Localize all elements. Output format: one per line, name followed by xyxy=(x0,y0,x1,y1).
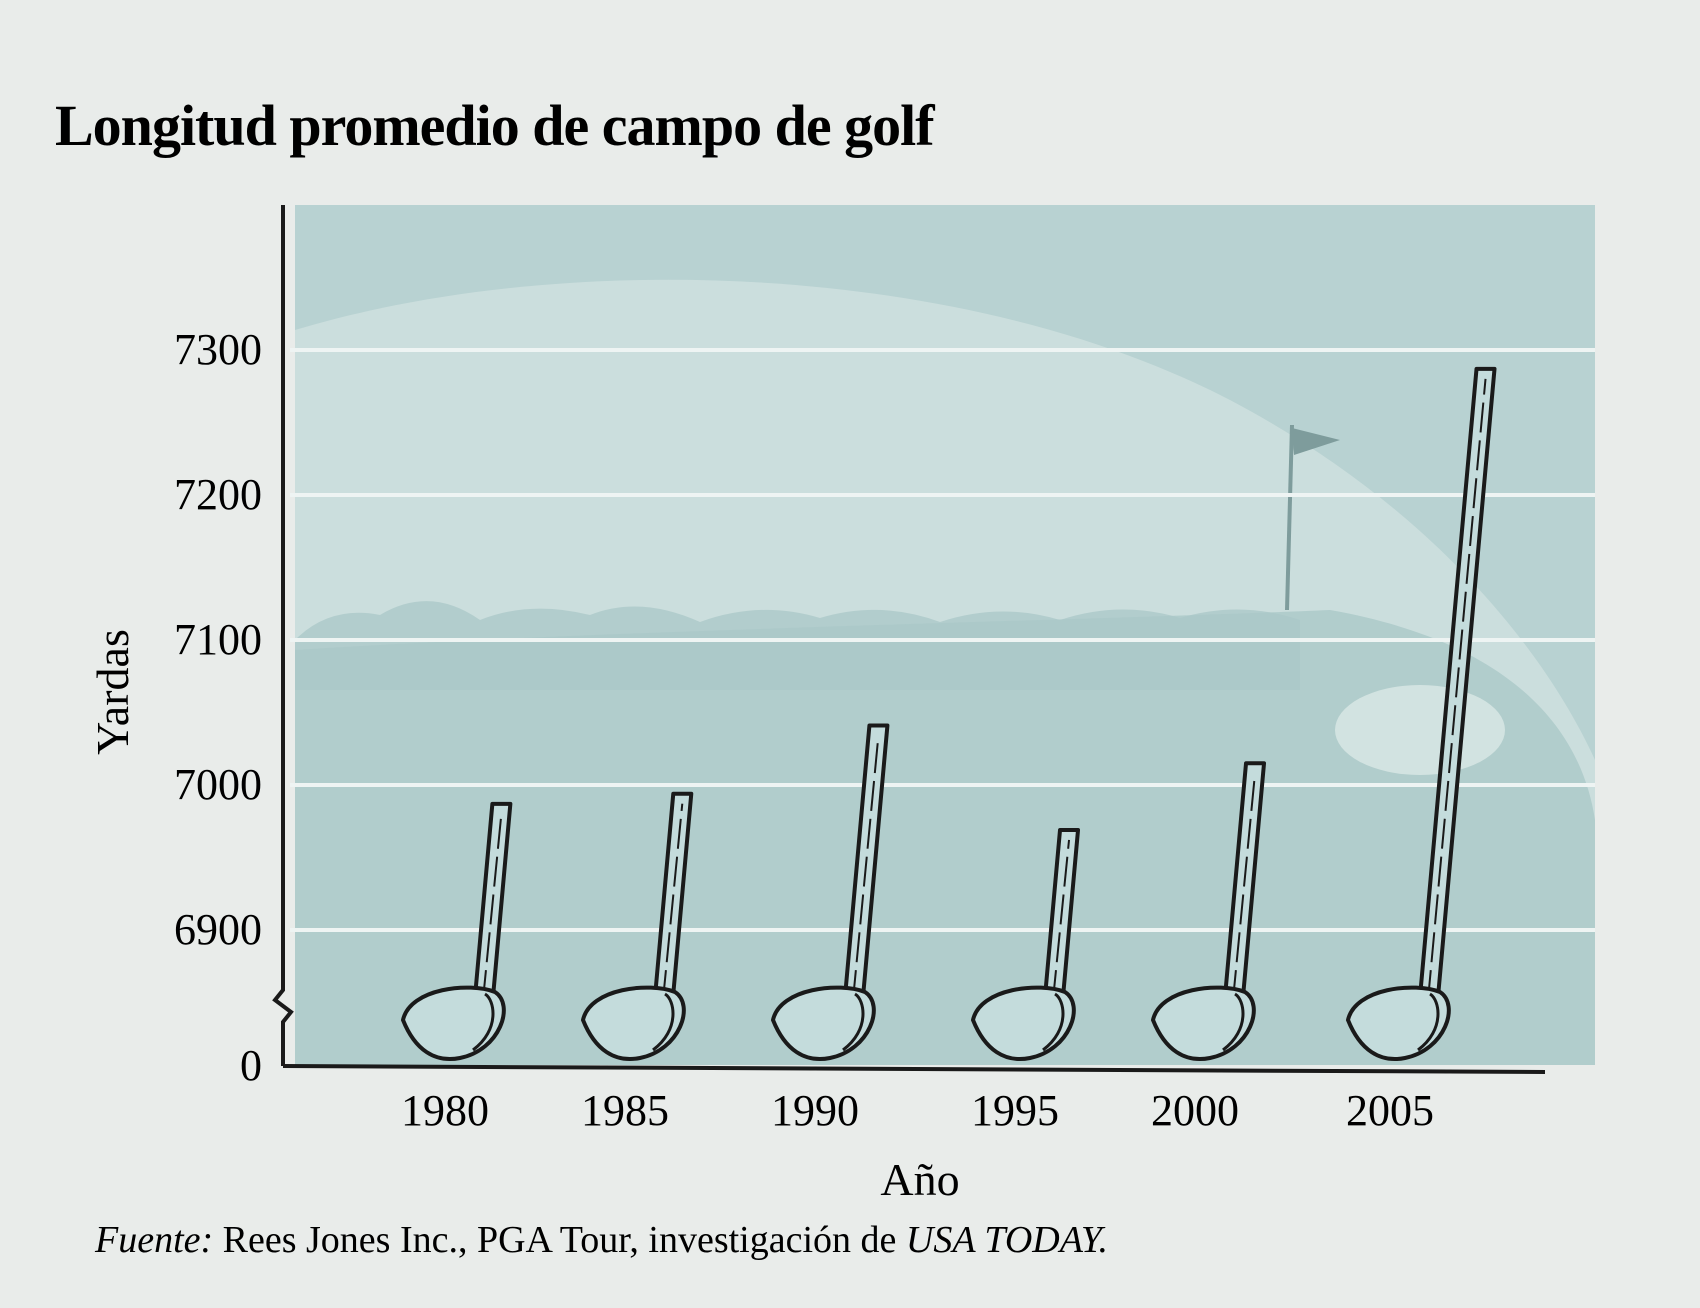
flag-pole xyxy=(1285,424,1294,611)
source-text: Rees Jones Inc., PGA Tour, investigación… xyxy=(213,1219,906,1261)
club-bars xyxy=(400,366,1497,1061)
club-head xyxy=(970,985,1076,1061)
club-head xyxy=(400,985,506,1061)
shaft-grip-line xyxy=(662,803,684,1001)
sand-bunker xyxy=(1335,685,1505,775)
club-bar xyxy=(580,791,694,1061)
y-axis-title: Yardas xyxy=(87,629,138,755)
y-tick-label: 0 xyxy=(240,1041,262,1090)
chart-title: Longitud promedio de campo de golf xyxy=(55,93,935,158)
source-prefix: Fuente: xyxy=(94,1219,213,1261)
club-face-line xyxy=(1417,992,1440,1052)
flag-icon xyxy=(1292,428,1340,455)
x-tick-label: 2000 xyxy=(1151,1086,1239,1135)
club-head xyxy=(1345,985,1451,1061)
club-face-line xyxy=(652,992,675,1052)
club-bar xyxy=(1345,366,1497,1061)
y-tick-label: 7300 xyxy=(174,325,262,374)
x-axis xyxy=(282,1064,1546,1074)
club-bar xyxy=(770,723,890,1061)
source-note: Fuente: Rees Jones Inc., PGA Tour, inves… xyxy=(94,1219,1108,1261)
club-head xyxy=(580,985,686,1061)
gridlines xyxy=(290,348,1595,932)
club-head xyxy=(1150,985,1256,1061)
x-axis-title: Año xyxy=(880,1154,959,1205)
y-tick-label: 6900 xyxy=(174,905,262,954)
x-tick-label: 2005 xyxy=(1346,1086,1434,1135)
shaft-grip-line xyxy=(852,735,880,1001)
x-tick-label: 1980 xyxy=(401,1086,489,1135)
club-face-line xyxy=(1042,992,1065,1052)
x-tick-labels: 1980 1985 1990 1995 2000 2005 xyxy=(401,1086,1434,1135)
y-axis xyxy=(272,205,294,1066)
club-bar xyxy=(1150,761,1267,1061)
y-tick-label: 7100 xyxy=(174,615,262,664)
club-face-line xyxy=(842,992,865,1052)
x-tick-label: 1995 xyxy=(971,1086,1059,1135)
club-bar xyxy=(970,827,1081,1061)
x-tick-label: 1985 xyxy=(581,1086,669,1135)
fairway xyxy=(295,610,1595,1065)
shaft-grip-line xyxy=(1427,378,1487,1001)
y-tick-labels: 0 6900 7000 7100 7200 7300 xyxy=(174,325,262,1090)
shaft-grip-line xyxy=(1052,839,1071,1001)
y-tick-label: 7000 xyxy=(174,760,262,809)
shaft-grip-line xyxy=(482,813,503,1001)
x-tick-label: 1990 xyxy=(771,1086,859,1135)
club-face-line xyxy=(472,992,495,1052)
club-face-line xyxy=(1222,992,1245,1052)
y-tick-label: 7200 xyxy=(174,470,262,519)
club-head xyxy=(770,985,876,1061)
source-publication: USA TODAY. xyxy=(906,1219,1108,1261)
club-bar xyxy=(400,801,513,1061)
